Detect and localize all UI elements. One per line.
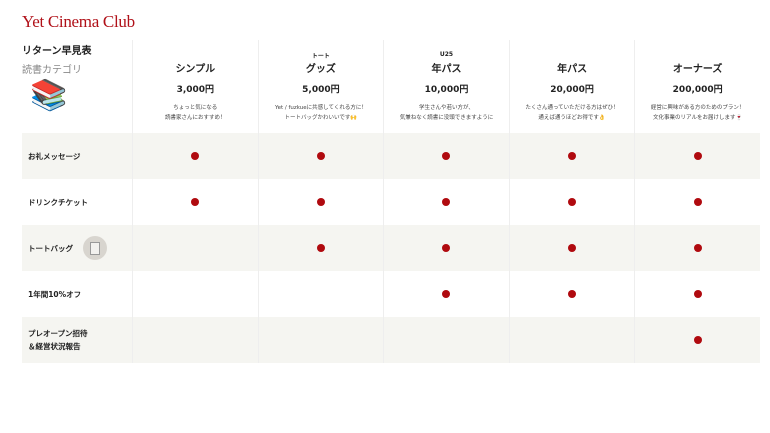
included-dot-icon [693,290,702,298]
included-dot-icon [568,244,577,252]
table-cell [508,317,635,363]
plan-column: オーナーズ 200,000円経営に興味がある方のためのプラン！ 文化事業のリアルをお… [634,40,760,133]
table-row: 1年間10%オフ [22,271,760,317]
table-cell [508,179,635,225]
table-subtitle: 読書カテゴリ [22,65,82,76]
table-cell [257,225,384,271]
table-cell [132,133,258,179]
plan-tag: トート [311,53,330,60]
plan-description: ちょっと気になる読書家さんにおすすめ！ [133,103,258,123]
table-cell [508,225,635,271]
included-dot-icon [693,152,702,160]
included-dot-icon [442,198,451,206]
row-label-text: 1年間10%オフ [28,289,82,299]
included-dot-icon [442,244,451,252]
table-cell [132,271,258,317]
plan-price: 200,000円 [672,85,723,95]
table-cell [257,271,384,317]
plan-name: 年パス [431,64,462,75]
included-dot-icon [568,290,577,298]
table-row: プレオープン招待 ＆経営状況報告 [22,317,760,363]
included-dot-icon [442,290,451,298]
table-cell [132,317,258,363]
included-dot-icon [568,152,577,160]
table-cell [257,317,384,363]
row-label-text: プレオープン招待 [28,329,88,338]
included-dot-icon [442,152,451,160]
row-label-text: ＆経営状況報告 [28,342,81,351]
included-dot-icon [316,198,325,206]
plan-description: Yet / fuzkueに共感してくれる方に！ トートバッグかわいいです🙌 [259,103,384,123]
plan-tag: U25 [439,51,454,58]
plan-description-line: 通えば通うほどお得です👌 [538,115,606,121]
table-cell [634,317,760,363]
table-cell [508,271,635,317]
plan-description-line: 読書家さんにおすすめ！ [165,115,226,121]
plan-description-line: 気兼ねなく読書に没頭できますように [399,115,494,121]
row-label: ドリンクチケット [22,179,132,225]
plan-column: 年パス 20,000円たくさん通っていただける方はぜひ！ 通えば通うほどお得です👌 [508,40,635,133]
row-label: 1年間10%オフ [22,271,132,317]
plan-column: U25 年パス 10,000円学生さんや若い方が、気兼ねなく読書に没頭できますように [383,40,509,133]
table-cell [508,133,635,179]
plan-description-line: 経営に興味がある方のためのプラン！ [650,105,745,111]
tote-bag-thumbnail [83,236,107,260]
table-row: トートバッグ [22,225,760,271]
plan-price: 10,000円 [424,85,469,95]
plan-column: シンプル 3,000円ちょっと気になる読書家さんにおすすめ！ [132,40,258,133]
table-cell [634,225,760,271]
plan-description-line: Yet / fuzkueに共感してくれる方に！ [274,105,367,111]
included-dot-icon [191,152,200,160]
included-dot-icon [191,198,200,206]
brand-logo: Yet Cinema Club [22,12,135,31]
table-cell [383,317,509,363]
plan-price: 5,000円 [302,85,340,95]
plan-description: 経営に興味がある方のためのプラン！ 文化事業のリアルをお届けします🍷 [635,103,760,123]
table-cell [257,179,384,225]
table-cell [383,271,509,317]
table-cell [634,271,760,317]
table-cell [257,133,384,179]
plan-description-line: 学生さんや若い方が、 [419,105,474,111]
table-row: ドリンクチケット [22,179,760,225]
plan-description-line: たくさん通っていただける方はぜひ！ [525,105,619,111]
table-title: リターン早見表 [22,46,92,57]
table-cell [132,179,258,225]
row-label: トートバッグ [22,225,132,271]
row-label-text: お礼メッセージ [28,151,81,161]
plan-price: 20,000円 [550,85,594,95]
plan-description-line: 文化事業のリアルをお届けします🍷 [653,115,743,121]
plan-price: 3,000円 [176,85,215,95]
table-cell [383,133,509,179]
return-comparison-table: リターン早見表 読書カテゴリ 📚 シンプル 3,000円ちょっと気になる読書家さん… [22,40,760,363]
table-cell [634,179,760,225]
table-cell [383,179,509,225]
row-label-text: ドリンクチケット [28,197,88,207]
included-dot-icon [693,244,702,252]
plan-name: グッズ [305,64,336,75]
table-cell [383,225,509,271]
table-cell [132,225,258,271]
row-label: プレオープン招待 ＆経営状況報告 [22,317,132,363]
plan-description: 学生さんや若い方が、気兼ねなく読書に没頭できますように [384,103,509,123]
plan-name: オーナーズ [672,64,723,75]
plan-description: たくさん通っていただける方はぜひ！ 通えば通うほどお得です👌 [510,103,635,123]
included-dot-icon [316,152,325,160]
header-label-cell: リターン早見表 読書カテゴリ 📚 [22,40,132,133]
included-dot-icon [568,198,577,206]
books-icon: 📚 [30,78,68,113]
included-dot-icon [693,336,702,344]
table-cell [634,133,760,179]
row-label-text: トートバッグ [28,243,73,253]
included-dot-icon [693,198,702,206]
plan-name: シンプル [175,64,216,75]
row-label: お礼メッセージ [22,133,132,179]
table-header: リターン早見表 読書カテゴリ 📚 シンプル 3,000円ちょっと気になる読書家さん… [22,40,760,133]
plan-name: 年パス [557,64,588,75]
included-dot-icon [316,244,325,252]
plan-column: トートグッズ 5,000円 Yet / fuzkueに共感してくれる方に！ トートバッ… [257,40,384,133]
plan-description-line: トートバッグかわいいです🙌 [284,115,358,121]
table-row: お礼メッセージ [22,133,760,179]
plan-description-line: ちょっと気になる [173,105,218,111]
